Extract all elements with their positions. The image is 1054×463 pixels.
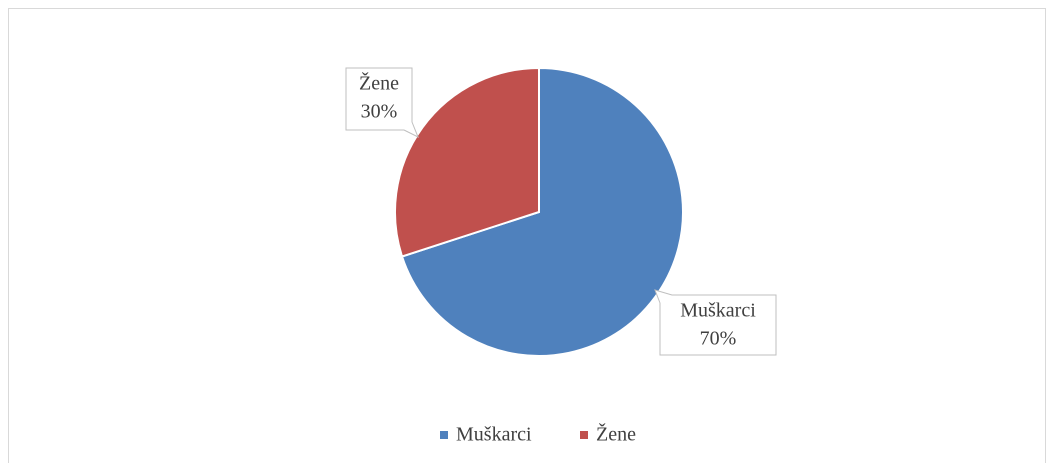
- label-pointer: [654, 289, 673, 304]
- legend-swatch: [440, 431, 448, 439]
- data-label-value: 70%: [700, 328, 737, 350]
- data-label-category: Žene: [359, 72, 399, 95]
- label-pointer: [403, 121, 419, 139]
- pie-slice: [394, 66, 540, 258]
- pie-slice: [400, 66, 684, 357]
- legend-label: Žene: [596, 423, 636, 446]
- label-callout: [659, 294, 777, 356]
- data-label-category: Muškarci: [680, 300, 756, 322]
- data-label-value: 30%: [361, 101, 398, 123]
- legend-label: Muškarci: [456, 424, 532, 446]
- legend-swatch: [580, 431, 588, 439]
